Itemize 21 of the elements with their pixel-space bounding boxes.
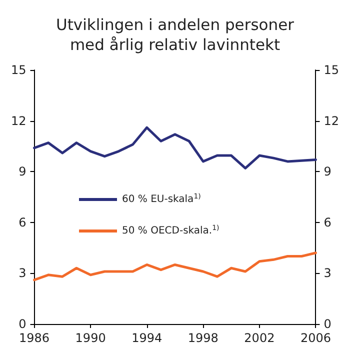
line-series — [33, 252, 317, 282]
x-tick-label: 1998 — [188, 331, 218, 345]
x-tick-label: 1986 — [18, 331, 50, 345]
y2-tick-label: 3 — [324, 266, 332, 280]
y2-tick-label: 12 — [324, 114, 340, 128]
x-tick-label: 2002 — [244, 331, 275, 345]
y2-tick-label: 9 — [324, 164, 332, 179]
y-tick-label: 6 — [18, 215, 26, 230]
y-tick-label: 0 — [18, 317, 26, 331]
y-tick-label: 3 — [18, 266, 26, 280]
line-series — [33, 126, 317, 170]
y-tick-label: 15 — [10, 63, 26, 77]
x-tick-label: 2006 — [300, 331, 332, 345]
y-tick-label: 12 — [10, 114, 26, 128]
x-tick-label: 1994 — [132, 331, 162, 345]
x-tick-label: 1990 — [75, 331, 106, 345]
y2-tick-label: 15 — [324, 63, 340, 77]
chart-title: Utviklingen i andelen personer med årlig relativ lavinntekt — [56, 16, 295, 54]
y2-tick-label: 0 — [324, 317, 332, 331]
y2-tick-label: 6 — [324, 215, 332, 230]
y-tick-label: 9 — [18, 164, 26, 179]
